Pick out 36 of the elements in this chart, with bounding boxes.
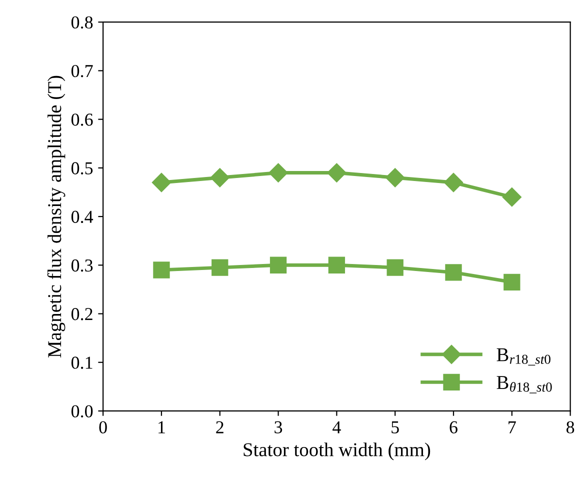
point: [270, 256, 287, 274]
x-tick-label: 2: [216, 421, 224, 434]
y-tick-label: 0.0: [71, 405, 93, 418]
point: [386, 259, 404, 276]
x-tick-label: 0: [99, 421, 107, 434]
y-tick-label: 0.1: [71, 356, 92, 369]
x-axis-title: Stator tooth width (mm): [244, 442, 430, 460]
y-tick-label: 0.2: [71, 308, 92, 320]
legend-label: B$_{θ18_st0}$: [496, 376, 552, 394]
point: [268, 163, 288, 182]
point: [153, 262, 170, 278]
y-tick-label: 0.5: [71, 162, 93, 174]
point: [502, 188, 522, 207]
x-tick-label: 7: [508, 421, 516, 434]
y-axis-title: Magnetic flux density amplitude (T): [47, 76, 66, 358]
point: [152, 172, 171, 192]
point: [327, 163, 346, 182]
point: [386, 168, 405, 188]
x-tick-label: 6: [450, 421, 458, 434]
y-tick-label: 0.6: [71, 114, 93, 126]
point: [504, 274, 520, 290]
point: [210, 168, 230, 188]
point: [328, 256, 346, 274]
point: [212, 259, 228, 276]
legend-label: B$_{r18_st0}$: [496, 348, 550, 366]
y-tick-label: 0.7: [71, 64, 93, 78]
y-tick-label: 0.3: [71, 259, 93, 272]
y-tick-label: 0.8: [71, 16, 93, 29]
x-tick-label: 5: [392, 421, 399, 434]
point: [444, 172, 464, 192]
x-tick-label: 3: [274, 421, 282, 434]
point: [445, 264, 462, 281]
x-tick-label: 1: [158, 421, 165, 434]
x-tick-label: 8: [566, 421, 574, 434]
x-tick-label: 4: [332, 421, 341, 434]
y-tick-label: 0.4: [71, 210, 94, 224]
